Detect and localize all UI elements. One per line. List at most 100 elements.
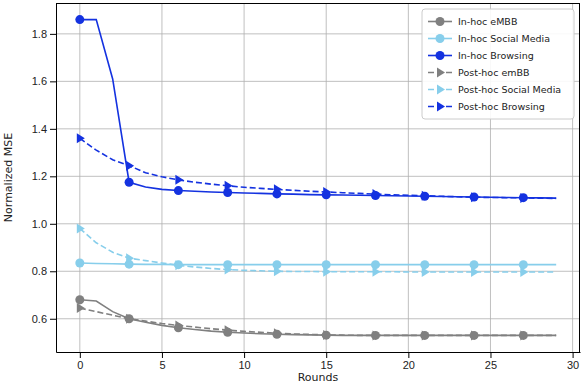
grid — [56, 3, 580, 352]
series-marker — [175, 175, 183, 185]
legend-label: In-hoc eMBB — [458, 16, 517, 27]
y-tick: 1.2 — [32, 170, 56, 182]
y-tick: 1.0 — [32, 218, 56, 230]
y-tick-mark — [50, 34, 56, 35]
y-tick-label: 1.8 — [32, 28, 47, 40]
legend-box — [422, 9, 574, 119]
series-marker — [372, 189, 380, 199]
grid-line — [326, 3, 327, 352]
series-marker — [471, 192, 479, 202]
x-tick-mark — [244, 352, 245, 358]
y-tick-label: 1.6 — [32, 75, 47, 87]
x-tick-label: 10 — [238, 359, 250, 371]
series-marker — [470, 260, 479, 269]
x-tick-mark — [573, 352, 574, 358]
y-tick-mark — [50, 81, 56, 82]
x-tick: 5 — [159, 352, 165, 371]
series-marker — [225, 181, 233, 191]
x-tick-mark — [162, 352, 163, 358]
y-tick-mark — [50, 319, 56, 320]
legend: In-hoc eMBBIn-hoc Social MediaIn-hoc Bro… — [422, 9, 574, 119]
series-marker — [75, 15, 84, 24]
y-tick: 1.8 — [32, 28, 56, 40]
series-marker — [471, 330, 479, 340]
x-tick-mark — [326, 352, 327, 358]
series-marker — [126, 314, 134, 324]
x-tick: 20 — [403, 352, 415, 371]
series-marker — [323, 267, 331, 277]
legend-marker — [437, 68, 445, 78]
series-line — [80, 138, 556, 198]
y-axis: 0.6 0.8 1.0 1.2 1.4 1.6 1.8 — [32, 4, 57, 353]
y-tick-label: 0.6 — [32, 313, 47, 325]
y-tick-mark — [50, 129, 56, 130]
legend-marker — [437, 102, 445, 112]
series-marker — [174, 186, 183, 195]
series-marker — [371, 260, 380, 269]
series-marker — [520, 193, 528, 203]
x-tick: 15 — [321, 352, 333, 371]
legend-label: Post-hoc Browsing — [458, 101, 545, 112]
chart: 0510152025300.60.81.01.21.41.61.8RoundsN… — [0, 0, 584, 386]
series-marker — [323, 187, 331, 197]
series-marker — [470, 331, 479, 340]
x-tick-label: 5 — [159, 359, 165, 371]
grid-line — [56, 128, 580, 129]
series-marker — [126, 253, 134, 263]
x-tick: 30 — [567, 352, 579, 371]
series-marker — [322, 260, 331, 269]
y-tick: 0.6 — [32, 313, 56, 325]
series-marker — [77, 224, 85, 234]
x-tick: 10 — [238, 352, 250, 371]
series-marker — [175, 320, 183, 330]
y-tick-label: 0.8 — [32, 265, 47, 277]
x-tick-mark — [80, 352, 81, 358]
x-tick-label: 0 — [77, 359, 83, 371]
series-marker — [420, 260, 429, 269]
y-tick-mark — [50, 271, 56, 272]
x-tick: 0 — [77, 352, 83, 371]
x-tick-mark — [490, 352, 491, 358]
legend-marker — [437, 85, 445, 95]
legend-marker — [436, 17, 445, 26]
series-marker — [520, 330, 528, 340]
series-line — [80, 229, 556, 272]
legend-marker — [436, 34, 445, 43]
y-tick-label: 1.4 — [32, 123, 47, 135]
y-tick-mark — [50, 224, 56, 225]
y-tick-mark — [50, 176, 56, 177]
series-marker — [75, 258, 84, 267]
series-marker — [371, 331, 380, 340]
series-marker — [520, 267, 528, 277]
grid-line — [408, 3, 409, 352]
x-tick-label: 15 — [321, 359, 333, 371]
series-marker — [75, 295, 84, 304]
series-line — [80, 300, 556, 336]
legend-label: In-hoc Social Media — [458, 33, 550, 44]
x-tick: 25 — [485, 352, 497, 371]
series-marker — [372, 267, 380, 277]
series-marker — [422, 191, 430, 201]
series-marker — [225, 325, 233, 335]
frame — [579, 3, 580, 352]
x-tick-mark — [408, 352, 409, 358]
series-marker — [422, 330, 430, 340]
y-tick-label: 1.0 — [32, 218, 47, 230]
legend-label: Post-hoc Social Media — [458, 84, 561, 95]
y-tick-label: 1.2 — [32, 170, 47, 182]
series-marker — [519, 260, 528, 269]
series-marker — [126, 161, 134, 171]
legend-label: Post-hoc emBB — [458, 67, 530, 78]
x-axis-line — [57, 352, 581, 353]
series-marker — [77, 133, 85, 143]
grid-line — [244, 3, 245, 352]
x-tick-label: 30 — [567, 359, 579, 371]
series-marker — [274, 266, 282, 276]
x-axis-title: Rounds — [298, 371, 339, 384]
series-line — [80, 263, 556, 265]
series-marker — [372, 330, 380, 340]
x-tick-label: 25 — [485, 359, 497, 371]
x-axis: 0 5 10 15 20 25 30 — [57, 352, 581, 371]
series-line — [80, 308, 556, 335]
series-marker — [323, 330, 331, 340]
